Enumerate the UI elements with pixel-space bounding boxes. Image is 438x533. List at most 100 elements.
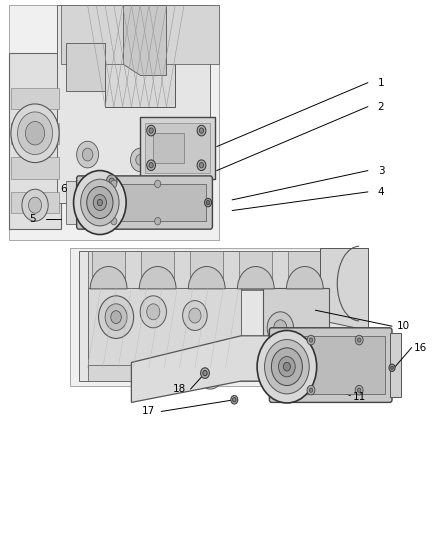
Circle shape [265, 340, 309, 394]
Polygon shape [61, 5, 219, 64]
Wedge shape [90, 266, 127, 289]
Circle shape [355, 385, 363, 395]
Circle shape [296, 338, 318, 365]
Polygon shape [88, 251, 359, 290]
Circle shape [189, 308, 201, 323]
Polygon shape [140, 117, 215, 179]
Polygon shape [57, 5, 210, 203]
Circle shape [149, 163, 153, 168]
Circle shape [147, 160, 155, 171]
Polygon shape [107, 184, 206, 221]
Circle shape [111, 180, 117, 188]
Circle shape [231, 395, 238, 404]
Polygon shape [11, 88, 59, 109]
Circle shape [11, 104, 59, 163]
Circle shape [197, 357, 223, 389]
Wedge shape [139, 266, 176, 289]
Circle shape [183, 301, 207, 330]
Circle shape [22, 189, 48, 221]
Circle shape [309, 388, 313, 392]
Circle shape [197, 160, 206, 171]
Polygon shape [9, 5, 219, 240]
Circle shape [81, 179, 119, 226]
Polygon shape [123, 5, 166, 75]
Circle shape [97, 199, 102, 206]
Wedge shape [188, 266, 225, 289]
Polygon shape [11, 192, 59, 213]
Circle shape [28, 197, 42, 213]
Polygon shape [66, 181, 210, 224]
Circle shape [111, 217, 117, 225]
Circle shape [307, 335, 315, 345]
Circle shape [109, 178, 114, 184]
Circle shape [105, 304, 127, 330]
Circle shape [106, 175, 117, 188]
Polygon shape [88, 288, 241, 368]
Circle shape [201, 368, 209, 378]
Text: 11: 11 [353, 392, 366, 402]
Circle shape [279, 357, 295, 377]
Circle shape [175, 133, 193, 155]
Circle shape [25, 122, 45, 145]
Circle shape [389, 364, 395, 372]
Circle shape [147, 304, 160, 320]
Circle shape [87, 187, 113, 219]
Polygon shape [288, 251, 321, 289]
Polygon shape [141, 251, 174, 289]
Polygon shape [304, 336, 385, 394]
Polygon shape [390, 333, 401, 397]
Polygon shape [11, 157, 59, 179]
Circle shape [233, 398, 236, 402]
Polygon shape [263, 288, 328, 368]
Circle shape [267, 312, 293, 344]
Wedge shape [286, 266, 323, 289]
Text: 10: 10 [396, 321, 410, 331]
Circle shape [147, 125, 155, 136]
Wedge shape [237, 266, 274, 289]
Circle shape [204, 365, 217, 381]
Circle shape [18, 112, 53, 155]
FancyBboxPatch shape [77, 176, 212, 229]
Circle shape [205, 198, 212, 207]
Polygon shape [153, 133, 184, 163]
Polygon shape [239, 251, 272, 289]
Polygon shape [190, 251, 223, 289]
Text: 3: 3 [378, 166, 385, 175]
Polygon shape [79, 251, 359, 381]
Circle shape [136, 155, 145, 165]
Circle shape [301, 345, 312, 358]
Circle shape [283, 362, 290, 371]
Polygon shape [88, 365, 315, 381]
Polygon shape [11, 123, 59, 144]
Text: 1: 1 [378, 78, 385, 87]
Circle shape [140, 296, 166, 328]
Circle shape [203, 370, 207, 376]
Circle shape [155, 217, 161, 225]
Circle shape [307, 385, 315, 395]
Text: 16: 16 [414, 343, 427, 352]
Circle shape [111, 311, 121, 324]
Circle shape [199, 128, 204, 133]
Circle shape [257, 330, 317, 403]
Circle shape [99, 296, 134, 338]
Polygon shape [66, 43, 105, 91]
Circle shape [149, 128, 153, 133]
Circle shape [309, 338, 313, 342]
Circle shape [272, 348, 302, 385]
Polygon shape [131, 336, 315, 402]
Circle shape [131, 148, 150, 172]
Polygon shape [70, 248, 368, 386]
Circle shape [391, 366, 393, 369]
Polygon shape [92, 251, 125, 289]
Circle shape [199, 163, 204, 168]
Circle shape [82, 148, 93, 161]
Circle shape [357, 388, 361, 392]
Circle shape [355, 335, 363, 345]
Polygon shape [105, 5, 175, 107]
Text: 2: 2 [378, 102, 385, 111]
Circle shape [93, 195, 106, 211]
Circle shape [77, 141, 99, 168]
Circle shape [206, 200, 210, 205]
Text: 4: 4 [378, 187, 385, 197]
Polygon shape [9, 53, 61, 229]
